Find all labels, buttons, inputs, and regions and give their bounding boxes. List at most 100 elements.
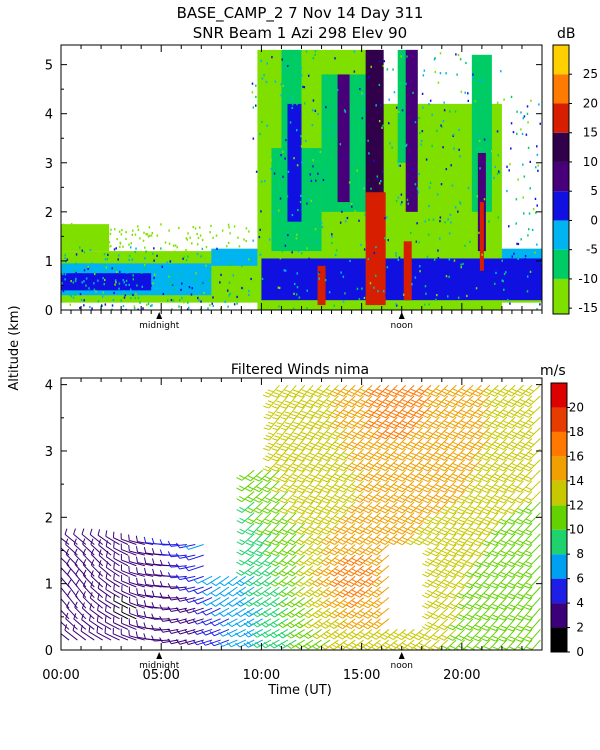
wind-barb-flag <box>498 553 505 557</box>
wind-barb-flag <box>469 452 476 456</box>
wind-barb-flag <box>337 625 343 630</box>
wind-barb-flag <box>345 625 352 630</box>
wind-barb <box>121 600 137 609</box>
wind-barb <box>477 406 491 418</box>
wind-barb-flag <box>481 532 488 536</box>
wind-barb-flag <box>456 468 462 472</box>
snr-cell <box>534 166 537 169</box>
wind-barb <box>427 501 440 514</box>
wind-barb-flag <box>227 612 233 617</box>
wind-barb-flag <box>357 538 363 543</box>
wind-barb-flag <box>351 484 358 488</box>
snr-cell <box>379 104 382 107</box>
wind-barb-flag <box>433 518 440 523</box>
wind-barb-flag <box>475 422 482 427</box>
wind-barb-flag <box>452 452 459 456</box>
wind-barb-flag <box>523 574 530 578</box>
wind-barb-flag <box>452 484 459 488</box>
snr-cell <box>405 144 407 148</box>
wind-barb-flag <box>407 644 414 649</box>
wind-barb-flag <box>136 588 139 595</box>
wind-barb-flag <box>489 595 496 599</box>
wind-barb-flag <box>447 574 454 578</box>
wind-barb <box>310 406 322 419</box>
snr-cell <box>118 282 121 285</box>
wind-barb-flag <box>388 520 395 524</box>
wind-barb <box>188 586 204 593</box>
wind-barb-flag <box>290 476 297 480</box>
wind-barb-flag <box>246 620 253 626</box>
wind-barb <box>495 607 508 621</box>
snr-region-15 <box>405 49 418 212</box>
snr-cell <box>527 234 529 237</box>
snr-cell <box>350 202 353 206</box>
wind-barb-flag <box>498 563 505 567</box>
wind-barb-flag <box>456 553 463 557</box>
wind-barb <box>301 448 314 462</box>
wind-barb-flag <box>325 578 332 583</box>
wind-barb-flag <box>97 582 101 589</box>
snr-cell <box>418 116 420 119</box>
wind-barb-flag <box>514 414 521 418</box>
snr-cell <box>174 250 176 253</box>
wind-barb <box>326 416 339 429</box>
wind-barb-flag <box>456 543 463 547</box>
winds-y-tick-label: 3 <box>45 445 53 460</box>
wind-barb-flag <box>331 570 338 575</box>
wind-barb-flag <box>346 530 352 535</box>
snr-cell <box>97 244 100 247</box>
wind-barb-flag <box>441 634 448 639</box>
snr-cell <box>522 163 524 166</box>
wind-barb-flag <box>441 571 448 576</box>
wind-barb-flag <box>413 467 420 472</box>
wind-barb-flag <box>528 462 535 467</box>
wind-barb <box>529 576 541 589</box>
wind-barb <box>121 559 137 567</box>
wind-barb-flag <box>346 467 353 472</box>
snr-cell <box>145 250 147 253</box>
wind-barb-flag <box>396 520 403 525</box>
wind-barb-flag <box>282 435 289 439</box>
wind-barb-flag <box>430 446 437 451</box>
wind-barb <box>318 438 331 451</box>
wind-barb <box>360 469 373 482</box>
wind-barb-flag <box>326 495 333 499</box>
wind-barb-flag <box>236 530 243 535</box>
wind-barb-flag <box>329 499 336 504</box>
wind-barb-flag <box>525 433 532 437</box>
wind-barb-flag <box>483 487 490 491</box>
wind-barb-flag <box>359 388 366 392</box>
wind-barb <box>487 491 499 504</box>
wind-barb-flag <box>422 489 429 493</box>
wind-barb-flag <box>376 536 383 541</box>
wind-barb <box>444 512 457 525</box>
wind-barb-flag <box>517 444 524 448</box>
wind-barb <box>520 480 533 493</box>
snr-cell <box>238 245 241 248</box>
wind-barb-flag <box>201 580 208 586</box>
wind-barb-flag <box>424 623 431 628</box>
snr-cell <box>382 170 384 173</box>
wind-barb-flag <box>288 468 295 472</box>
wind-barb <box>294 406 306 420</box>
snr-cell <box>439 220 441 223</box>
wind-barb-flag <box>523 585 530 589</box>
snr-cell <box>196 232 198 236</box>
snr-cell <box>417 191 420 194</box>
wind-barb-flag <box>135 556 138 563</box>
wind-barb <box>376 618 390 630</box>
wind-barb <box>461 448 474 461</box>
wind-barb-flag <box>401 536 408 541</box>
wind-barb <box>436 554 449 567</box>
snr-cell <box>433 58 436 61</box>
wind-barb-flag <box>460 431 467 435</box>
snr-cell <box>526 290 529 293</box>
wind-barb <box>427 438 440 450</box>
wind-barb <box>529 629 541 642</box>
wind-barb <box>89 608 103 620</box>
wind-barb-flag <box>332 454 339 459</box>
wind-barb-flag <box>296 416 303 420</box>
snr-cell <box>513 252 515 255</box>
snr-cell <box>324 279 327 282</box>
wind-barb-flag <box>393 526 400 530</box>
